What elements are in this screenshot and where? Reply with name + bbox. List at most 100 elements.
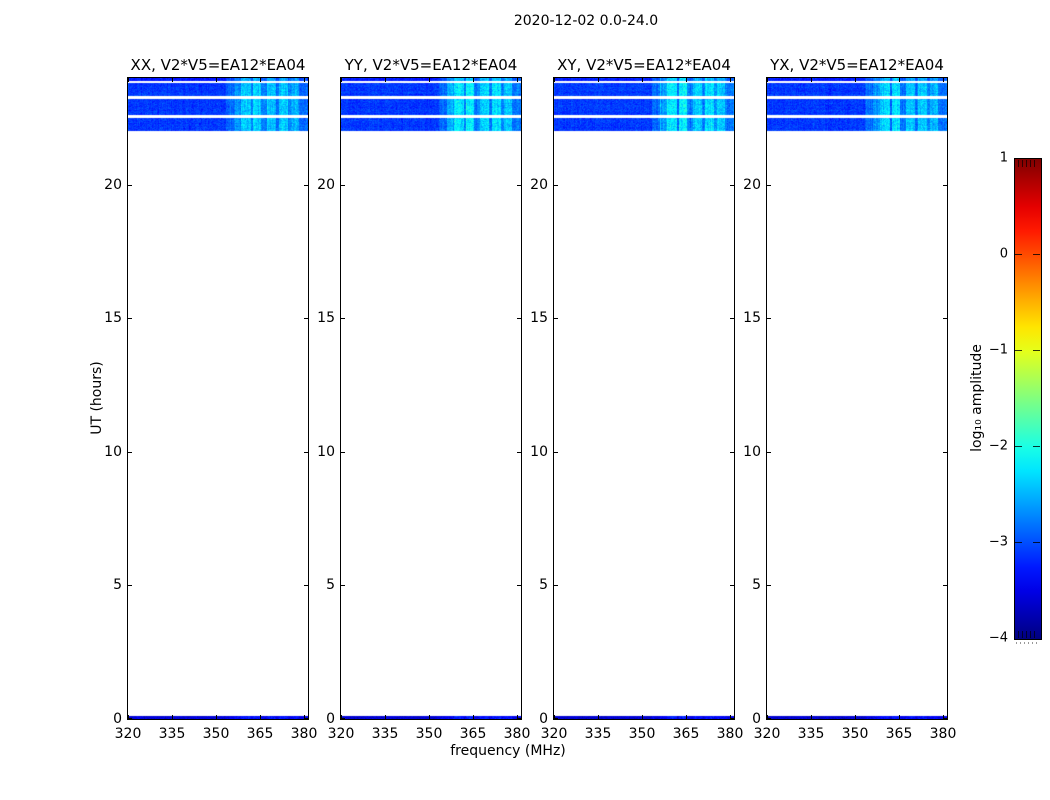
x-tick-label: 350 xyxy=(415,726,443,742)
x-tick-label: 350 xyxy=(628,726,656,742)
y-tick-left xyxy=(554,185,558,186)
x-tick-bottom xyxy=(730,715,731,719)
y-tick-label: 15 xyxy=(317,310,335,326)
spectrogram-image-xx xyxy=(128,78,308,719)
colorbar-tick-label: −3 xyxy=(988,534,1008,550)
y-tick-left xyxy=(767,718,771,719)
y-tick-left xyxy=(767,452,771,453)
colorbar-tick-dash-right xyxy=(1033,542,1040,543)
x-tick-bottom xyxy=(517,715,518,719)
y-tick-right xyxy=(730,452,734,453)
y-tick-left xyxy=(128,318,132,319)
x-tick-top xyxy=(128,78,129,82)
x-tick-top xyxy=(943,78,944,82)
x-tick-top xyxy=(767,78,768,82)
colorbar-bottom-hatch xyxy=(1018,631,1038,638)
y-tick-label: 5 xyxy=(752,577,761,593)
y-tick-right xyxy=(730,185,734,186)
y-tick-left xyxy=(128,185,132,186)
y-tick-right xyxy=(517,585,521,586)
colorbar-extend-dots xyxy=(1016,642,1040,644)
y-tick-right xyxy=(304,318,308,319)
x-tick-bottom xyxy=(811,715,812,719)
y-tick-right xyxy=(517,318,521,319)
x-tick-top xyxy=(341,78,342,82)
x-tick-top xyxy=(517,78,518,82)
y-tick-right xyxy=(304,585,308,586)
y-tick-label: 20 xyxy=(743,177,761,193)
colorbar-label: log₁₀ amplitude xyxy=(969,344,985,452)
x-tick-top xyxy=(304,78,305,82)
y-tick-right xyxy=(943,452,947,453)
x-tick-top xyxy=(216,78,217,82)
y-tick-left xyxy=(341,185,345,186)
panel-title-yx: YX, V2*V5=EA12*EA04 xyxy=(770,56,944,74)
y-tick-right xyxy=(730,585,734,586)
colorbar xyxy=(1014,158,1042,640)
colorbar-tick-dash-left xyxy=(1015,542,1022,543)
x-tick-top xyxy=(473,78,474,82)
x-axis-label: frequency (MHz) xyxy=(450,743,566,759)
x-tick-label: 320 xyxy=(114,726,142,742)
spectrogram-panel-xy xyxy=(553,77,735,720)
x-tick-bottom xyxy=(943,715,944,719)
colorbar-tick-dash-left xyxy=(1015,254,1022,255)
colorbar-tick-dash-right xyxy=(1033,446,1040,447)
x-tick-label: 365 xyxy=(459,726,487,742)
y-tick-label: 20 xyxy=(104,177,122,193)
x-tick-label: 320 xyxy=(540,726,568,742)
y-tick-label: 0 xyxy=(539,711,548,727)
colorbar-tick-dash-right xyxy=(1033,350,1040,351)
colorbar-tick-label: −2 xyxy=(988,438,1008,454)
spectrogram-panel-xx xyxy=(127,77,309,720)
y-tick-right xyxy=(943,585,947,586)
y-axis-label: UT (hours) xyxy=(89,361,105,435)
x-tick-label: 350 xyxy=(841,726,869,742)
spectrogram-image-yy xyxy=(341,78,521,719)
colorbar-tick-label: −1 xyxy=(988,342,1008,358)
x-tick-bottom xyxy=(260,715,261,719)
figure-title: 2020-12-02 0.0-24.0 xyxy=(513,13,659,29)
y-tick-label: 0 xyxy=(326,711,335,727)
x-tick-top xyxy=(686,78,687,82)
x-tick-label: 320 xyxy=(753,726,781,742)
spectrogram-image-xy xyxy=(554,78,734,719)
x-tick-top xyxy=(260,78,261,82)
y-tick-label: 5 xyxy=(326,577,335,593)
x-tick-bottom xyxy=(598,715,599,719)
y-tick-right xyxy=(730,718,734,719)
x-tick-bottom xyxy=(767,715,768,719)
colorbar-tick-dash-left xyxy=(1015,446,1022,447)
colorbar-gradient xyxy=(1015,159,1041,639)
x-tick-label: 335 xyxy=(158,726,186,742)
x-tick-label: 335 xyxy=(371,726,399,742)
y-tick-label: 10 xyxy=(317,444,335,460)
x-tick-bottom xyxy=(385,715,386,719)
x-tick-top xyxy=(385,78,386,82)
y-tick-right xyxy=(517,185,521,186)
y-tick-left xyxy=(767,185,771,186)
y-tick-left xyxy=(341,718,345,719)
x-tick-label: 380 xyxy=(503,726,531,742)
x-tick-top xyxy=(172,78,173,82)
y-tick-right xyxy=(517,452,521,453)
y-tick-label: 5 xyxy=(539,577,548,593)
x-tick-top xyxy=(598,78,599,82)
y-tick-right xyxy=(304,452,308,453)
y-tick-left xyxy=(554,718,558,719)
y-tick-left xyxy=(341,585,345,586)
y-tick-left xyxy=(341,318,345,319)
y-tick-label: 10 xyxy=(743,444,761,460)
x-tick-label: 365 xyxy=(672,726,700,742)
x-tick-top xyxy=(429,78,430,82)
x-tick-bottom xyxy=(128,715,129,719)
x-tick-label: 320 xyxy=(327,726,355,742)
colorbar-tick-dash-right xyxy=(1033,254,1040,255)
x-tick-label: 380 xyxy=(716,726,744,742)
x-tick-label: 365 xyxy=(885,726,913,742)
x-tick-bottom xyxy=(304,715,305,719)
y-tick-right xyxy=(943,718,947,719)
colorbar-tick-label: 1 xyxy=(999,150,1008,166)
y-tick-left xyxy=(767,318,771,319)
